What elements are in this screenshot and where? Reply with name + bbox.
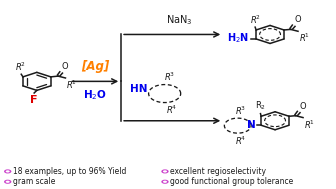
Text: O: O xyxy=(299,102,306,111)
Text: 18 examples, up to 96% Yield: 18 examples, up to 96% Yield xyxy=(13,167,126,176)
Text: N: N xyxy=(247,120,256,130)
Text: H$_2$N: H$_2$N xyxy=(227,32,249,46)
Text: $\it{R}$$^{\mathit{1}}$: $\it{R}$$^{\mathit{1}}$ xyxy=(299,32,310,44)
Text: $\it{R}$$^{\mathit{2}}$: $\it{R}$$^{\mathit{2}}$ xyxy=(250,13,261,26)
Text: $\it{R}$$^{\mathit{3}}$: $\it{R}$$^{\mathit{3}}$ xyxy=(164,71,176,83)
Text: HN: HN xyxy=(130,84,148,94)
Circle shape xyxy=(4,180,11,184)
Circle shape xyxy=(4,169,11,174)
Circle shape xyxy=(163,181,167,183)
Text: excellent regioselectivity: excellent regioselectivity xyxy=(170,167,266,176)
Circle shape xyxy=(161,169,169,174)
Text: $\it{R}$$^{\mathit{1}}$: $\it{R}$$^{\mathit{1}}$ xyxy=(304,118,315,131)
Circle shape xyxy=(161,180,169,184)
Text: $\it{R}$$^{\mathit{4}}$: $\it{R}$$^{\mathit{4}}$ xyxy=(166,104,177,116)
Circle shape xyxy=(6,181,10,183)
Text: F: F xyxy=(30,95,37,105)
Text: $\it{R}$$^{\mathit{1}}$: $\it{R}$$^{\mathit{1}}$ xyxy=(66,79,77,91)
Text: O: O xyxy=(294,15,301,24)
Text: NaN$_3$: NaN$_3$ xyxy=(166,13,192,27)
Circle shape xyxy=(6,170,10,173)
Text: R$_2$: R$_2$ xyxy=(255,100,266,112)
Text: [Ag]: [Ag] xyxy=(81,60,109,73)
Text: H$_2$O: H$_2$O xyxy=(83,88,107,102)
Text: $\it{R}$$^{\mathit{3}}$: $\it{R}$$^{\mathit{3}}$ xyxy=(236,105,247,117)
Text: $\it{R}$$^{\mathit{4}}$: $\it{R}$$^{\mathit{4}}$ xyxy=(236,134,247,147)
Text: $\it{R}$$^{\mathit{2}}$: $\it{R}$$^{\mathit{2}}$ xyxy=(15,60,27,73)
Text: O: O xyxy=(62,62,69,71)
Text: gram scale: gram scale xyxy=(13,177,55,186)
Circle shape xyxy=(163,170,167,173)
Text: good functional group tolerance: good functional group tolerance xyxy=(170,177,293,186)
